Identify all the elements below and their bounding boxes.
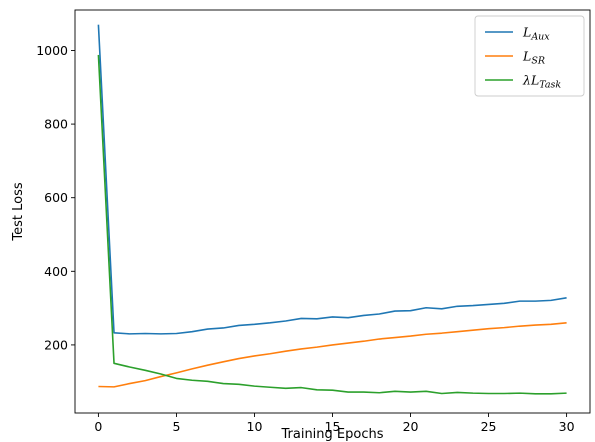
y-tick-label: 800 xyxy=(44,117,68,132)
legend-label-2: LSR xyxy=(522,49,545,67)
y-tick-label: 1000 xyxy=(36,43,68,58)
y-axis-label: Test Loss xyxy=(11,182,26,241)
legend-label-sub: SR xyxy=(531,56,545,67)
legend-label-sub: Task xyxy=(539,80,561,91)
legend-label-sub: Aux xyxy=(530,32,550,43)
legend-label-main: L xyxy=(522,49,531,64)
x-tick-label: 10 xyxy=(247,419,263,434)
series-line-3 xyxy=(97,54,567,395)
legend-label-main: L xyxy=(530,73,539,88)
legend-label-3: λLTask xyxy=(522,73,561,91)
legend-label-prefix: λ xyxy=(522,73,531,88)
x-tick-label: 0 xyxy=(94,419,102,434)
legend-box xyxy=(474,15,585,97)
ticks-layer: 0 5 10 15 20 25 30 200 400 600 800 1000 xyxy=(36,43,574,434)
x-tick-label: 30 xyxy=(559,419,575,434)
series-line-1 xyxy=(97,24,567,335)
y-tick-label: 200 xyxy=(44,337,68,352)
series-layer xyxy=(97,24,567,395)
x-tick-label: 25 xyxy=(481,419,497,434)
y-tick-label: 400 xyxy=(44,264,68,279)
x-tick-label: 5 xyxy=(172,419,180,434)
legend-label-1: LAux xyxy=(522,25,550,43)
series-line-2 xyxy=(98,322,567,388)
y-tick-label: 600 xyxy=(44,190,68,205)
legend-label-main: L xyxy=(522,25,531,40)
x-tick-label: 20 xyxy=(403,419,419,434)
x-tick-label: 15 xyxy=(325,419,341,434)
x-axis-label: Training Epochs xyxy=(280,427,383,442)
